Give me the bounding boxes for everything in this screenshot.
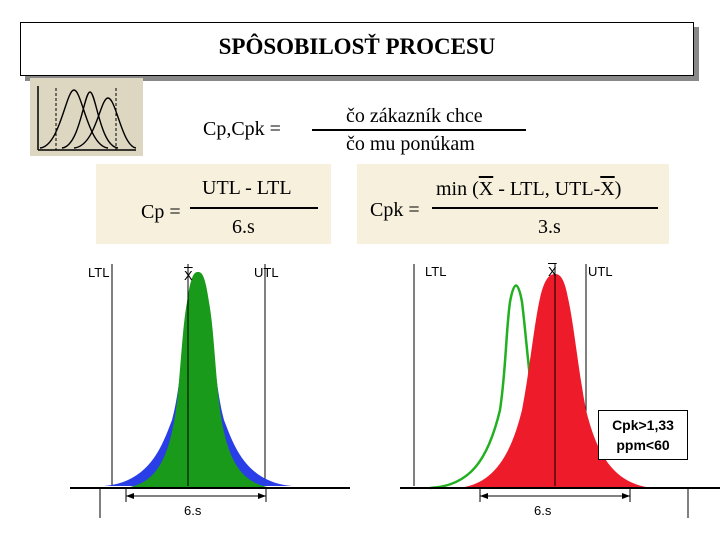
cp-formula-lhs: Cp = [141,201,181,223]
cpk-num-middle: - LTL, UTL- [493,178,601,200]
right-main-distribution [456,274,656,488]
distribution-curves-icon [30,78,143,156]
cpk-result-line-1: Cpk>1,33 [612,417,674,433]
slide-title: SPÔSOBILOSŤ PROCESU [218,34,496,59]
right-utl-label: UTL [588,264,613,279]
cp-fraction-line [190,207,318,209]
cpk-formula-panel [357,164,669,244]
cp-formula-numerator: UTL - LTL [202,177,292,199]
cpk-formula-denominator: 3.s [538,216,561,238]
title-box: SPÔSOBILOSŤ PROCESU [20,22,694,76]
left-mean-label: X [184,268,193,283]
left-spread-label: 6.s [184,503,202,518]
cpk-result-line-2: ppm<60 [616,437,670,453]
right-spread-label: 6.s [534,503,552,518]
cpk-num-prefix: min ( [436,178,479,200]
left-narrow-distribution [122,272,276,488]
cpk-fraction-line [432,207,658,209]
header-formula-numerator: čo zákazník chce [346,105,483,127]
cpk-num-suffix: ) [614,178,622,200]
right-ltl-label: LTL [425,264,447,279]
cpk-formula-numerator: min (X - LTL, UTL-X) [436,178,621,201]
left-utl-label: UTL [254,265,279,280]
right-mean-label: X [548,264,557,279]
cpk-result-box: Cpk>1,33 ppm<60 [598,410,688,460]
cpk-num-mean-2: X [600,178,615,200]
cp-formula-panel [96,164,331,244]
left-distribution-chart [70,264,350,518]
cpk-formula-lhs: Cpk = [370,199,420,221]
cp-formula-denominator: 6.s [232,216,255,238]
right-distribution-chart [400,264,720,518]
header-fraction-line [312,129,526,131]
header-formula-denominator: čo mu ponúkam [346,133,475,155]
left-ltl-label: LTL [88,265,110,280]
header-formula-lhs: Cp,Cpk = [203,118,281,140]
cpk-num-mean-1: X [478,178,494,200]
